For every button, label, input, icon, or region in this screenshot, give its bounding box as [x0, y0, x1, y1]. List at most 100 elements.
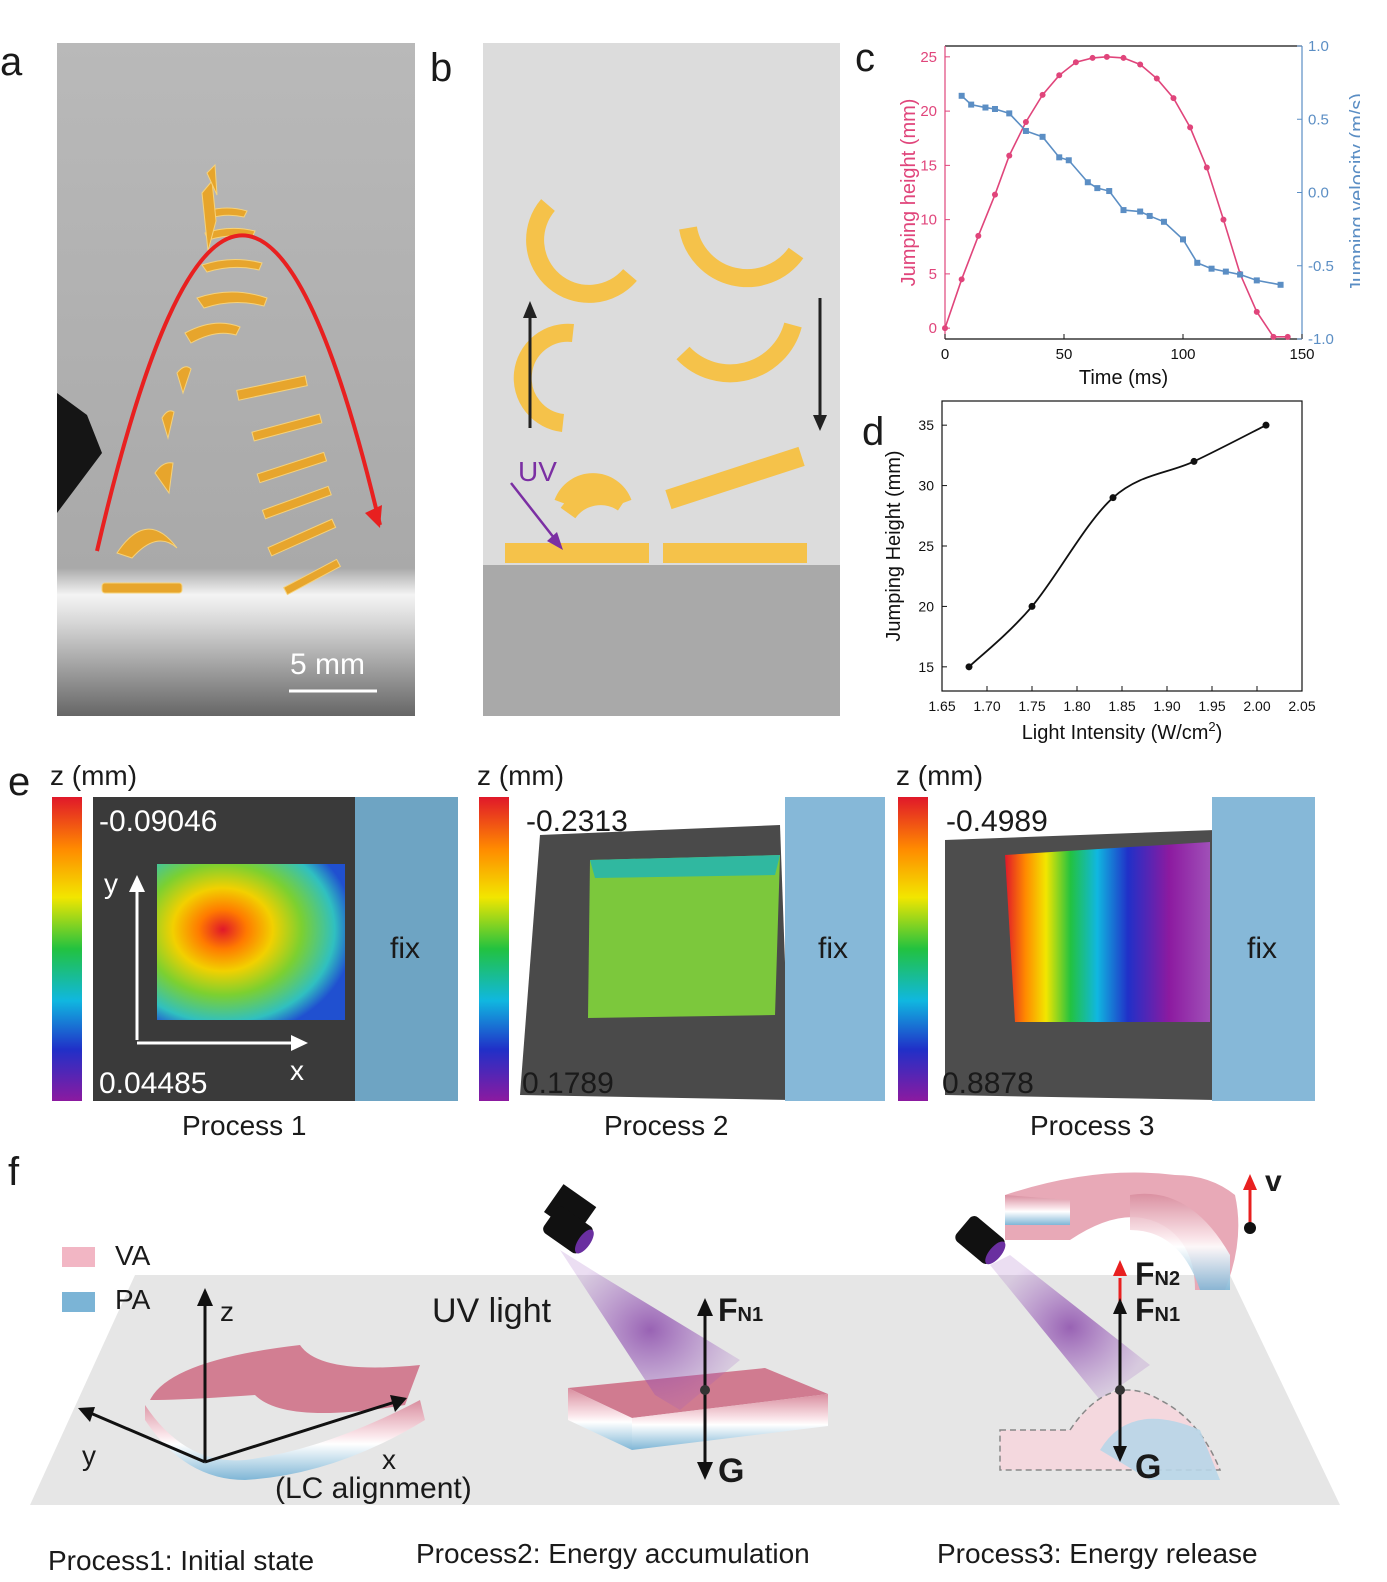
axis-x-label: x: [382, 1444, 396, 1475]
chart-d-x-tick-label: 2.05: [1288, 698, 1315, 714]
process2-caption: Process2: Energy accumulation: [416, 1538, 810, 1569]
g-label-process2: G: [718, 1452, 745, 1490]
chart-c-height-point: [1022, 118, 1029, 125]
map1-bottom-value: 0.04485: [99, 1067, 208, 1100]
chart-c-velocity-point: [1208, 265, 1215, 272]
chart-c-yr-tick-label: 0.0: [1308, 185, 1329, 202]
map2-bottom-value: 0.1789: [522, 1067, 614, 1100]
velocity-label: v: [1265, 1165, 1282, 1198]
lc-alignment-label: (LC alignment): [275, 1472, 472, 1505]
chart-c-velocity-point: [1039, 133, 1046, 140]
chart-c-height-point: [1137, 61, 1144, 68]
z-label-2: z (mm): [477, 760, 565, 791]
chart-c-height-point: [1170, 95, 1177, 102]
chart-c-velocity-point: [958, 92, 965, 99]
chart-d-y-tick-label: 20: [918, 598, 934, 614]
axis-z-label: z: [220, 1296, 234, 1327]
legend-pa-swatch: [62, 1292, 95, 1312]
chart-c-y-label: Jumping height (mm): [898, 99, 920, 287]
g-label-process3: G: [1135, 1448, 1162, 1486]
sheet-process1: [150, 1345, 420, 1413]
map3-bottom-value: 0.8878: [942, 1067, 1034, 1100]
chart-c-velocity-point: [1194, 259, 1201, 266]
chart-c-velocity-point: [1006, 110, 1013, 117]
chart-c-height-point: [975, 232, 982, 239]
chart-c-velocity-point: [982, 104, 989, 111]
chart-c-x-tick-label: 150: [1289, 346, 1314, 363]
chart-d-y-tick-label: 30: [918, 478, 934, 494]
process-2-caption: Process 2: [604, 1110, 729, 1141]
fix-region-1: [355, 797, 458, 1101]
fn1-label-process3: FN1: [1135, 1292, 1181, 1328]
strip-flat-right: [663, 543, 807, 563]
chart-c-height-point: [1270, 333, 1277, 340]
map1-top-value: -0.09046: [99, 805, 218, 838]
chart-c-velocity-point: [1160, 218, 1167, 225]
chart-c-yr-label: Jumping velocity (m/s): [1347, 93, 1360, 292]
chart-c-velocity-point: [1253, 277, 1260, 284]
chart-c-x-tick-label: 50: [1056, 346, 1073, 363]
uv-label: UV: [518, 456, 557, 487]
height-maps: [52, 797, 1315, 1101]
height-map-3: [1005, 842, 1210, 1022]
chart-c-velocity-point: [1180, 236, 1186, 243]
strip-arc-down-1: [679, 226, 804, 288]
chart-c-series-line: [961, 95, 1281, 286]
chart-c-y-tick-label: 0: [929, 320, 937, 337]
jump-schematic: [483, 43, 840, 716]
chart-d-x-tick-label: 1.85: [1108, 698, 1135, 714]
panel-label-e: e: [8, 760, 31, 804]
chart-c-height-point: [1039, 91, 1046, 98]
chart-c-height-point: [1072, 59, 1079, 66]
chart-c-height-point: [1220, 216, 1227, 223]
fix-label-2: fix: [818, 932, 848, 965]
chart-c-y-tick-label: 15: [920, 157, 937, 174]
chart-c-velocity-point: [1065, 157, 1072, 164]
chart-c-x-tick-label: 0: [941, 346, 949, 363]
map-axis-x: x: [290, 1055, 304, 1086]
colorbar-1: [52, 797, 82, 1101]
chart-d-point: [1028, 602, 1036, 610]
chart-c-height-point: [1120, 54, 1127, 61]
colorbar-2: [479, 797, 509, 1101]
jumping-photo: [57, 43, 415, 716]
legend-pa: PA: [115, 1284, 151, 1315]
fix-region-2: [785, 797, 885, 1101]
colorbar-3: [898, 797, 928, 1101]
chart-d-x-tick-label: 1.90: [1153, 698, 1180, 714]
chart-c-y-tick-label: 20: [920, 103, 937, 120]
chart-d-x-tick-label: 1.80: [1063, 698, 1090, 714]
chart-c-velocity-point: [1146, 212, 1153, 219]
strip-tilted: [665, 446, 805, 510]
chart-c-velocity-point: [1022, 127, 1029, 134]
legend-va: VA: [115, 1240, 151, 1271]
chart-d-x-tick-label: 1.95: [1198, 698, 1225, 714]
chart-d-point: [1109, 494, 1117, 502]
height-map-1: [157, 864, 345, 1020]
chart-c-x-label: Time (ms): [1079, 367, 1168, 389]
chart-c-series-line: [944, 56, 1288, 338]
chart-c-yr-tick-label: -1.0: [1308, 331, 1334, 348]
chart-c-height-point: [1153, 75, 1160, 82]
axis-y-label: y: [82, 1440, 96, 1471]
process1-caption: Process1: Initial state: [48, 1545, 315, 1576]
fix-label-1: fix: [390, 932, 420, 965]
chart-c-velocity-point: [1094, 185, 1101, 192]
chart-c-velocity-point: [1277, 281, 1284, 288]
chart-c-velocity-point: [1106, 188, 1113, 195]
strip-arc-up-1: [526, 199, 637, 303]
chart-c-height-point: [1006, 152, 1013, 159]
chart-c-velocity-point: [1120, 207, 1127, 214]
chart-d-x-tick-label: 2.00: [1243, 698, 1270, 714]
chart-d-frame: [941, 400, 1303, 692]
chart-c-y-tick-label: 10: [920, 212, 937, 229]
chart-d-y-tick-label: 25: [918, 538, 934, 554]
panel-label-c: c: [855, 36, 875, 80]
chart-d-point: [1190, 457, 1198, 465]
chart-c-height-point: [1089, 54, 1096, 61]
chart-c-yr-tick-label: 1.0: [1308, 38, 1329, 55]
scale-bar-label: 5 mm: [290, 648, 365, 681]
chart-c-velocity-point: [1222, 268, 1229, 275]
height-map-2: [588, 855, 780, 1018]
chart-light-intensity: 1.65 1.70 1.75 1.80 1.85 1.90 1.95 2.00 2.05 15 20…: [883, 400, 1316, 744]
